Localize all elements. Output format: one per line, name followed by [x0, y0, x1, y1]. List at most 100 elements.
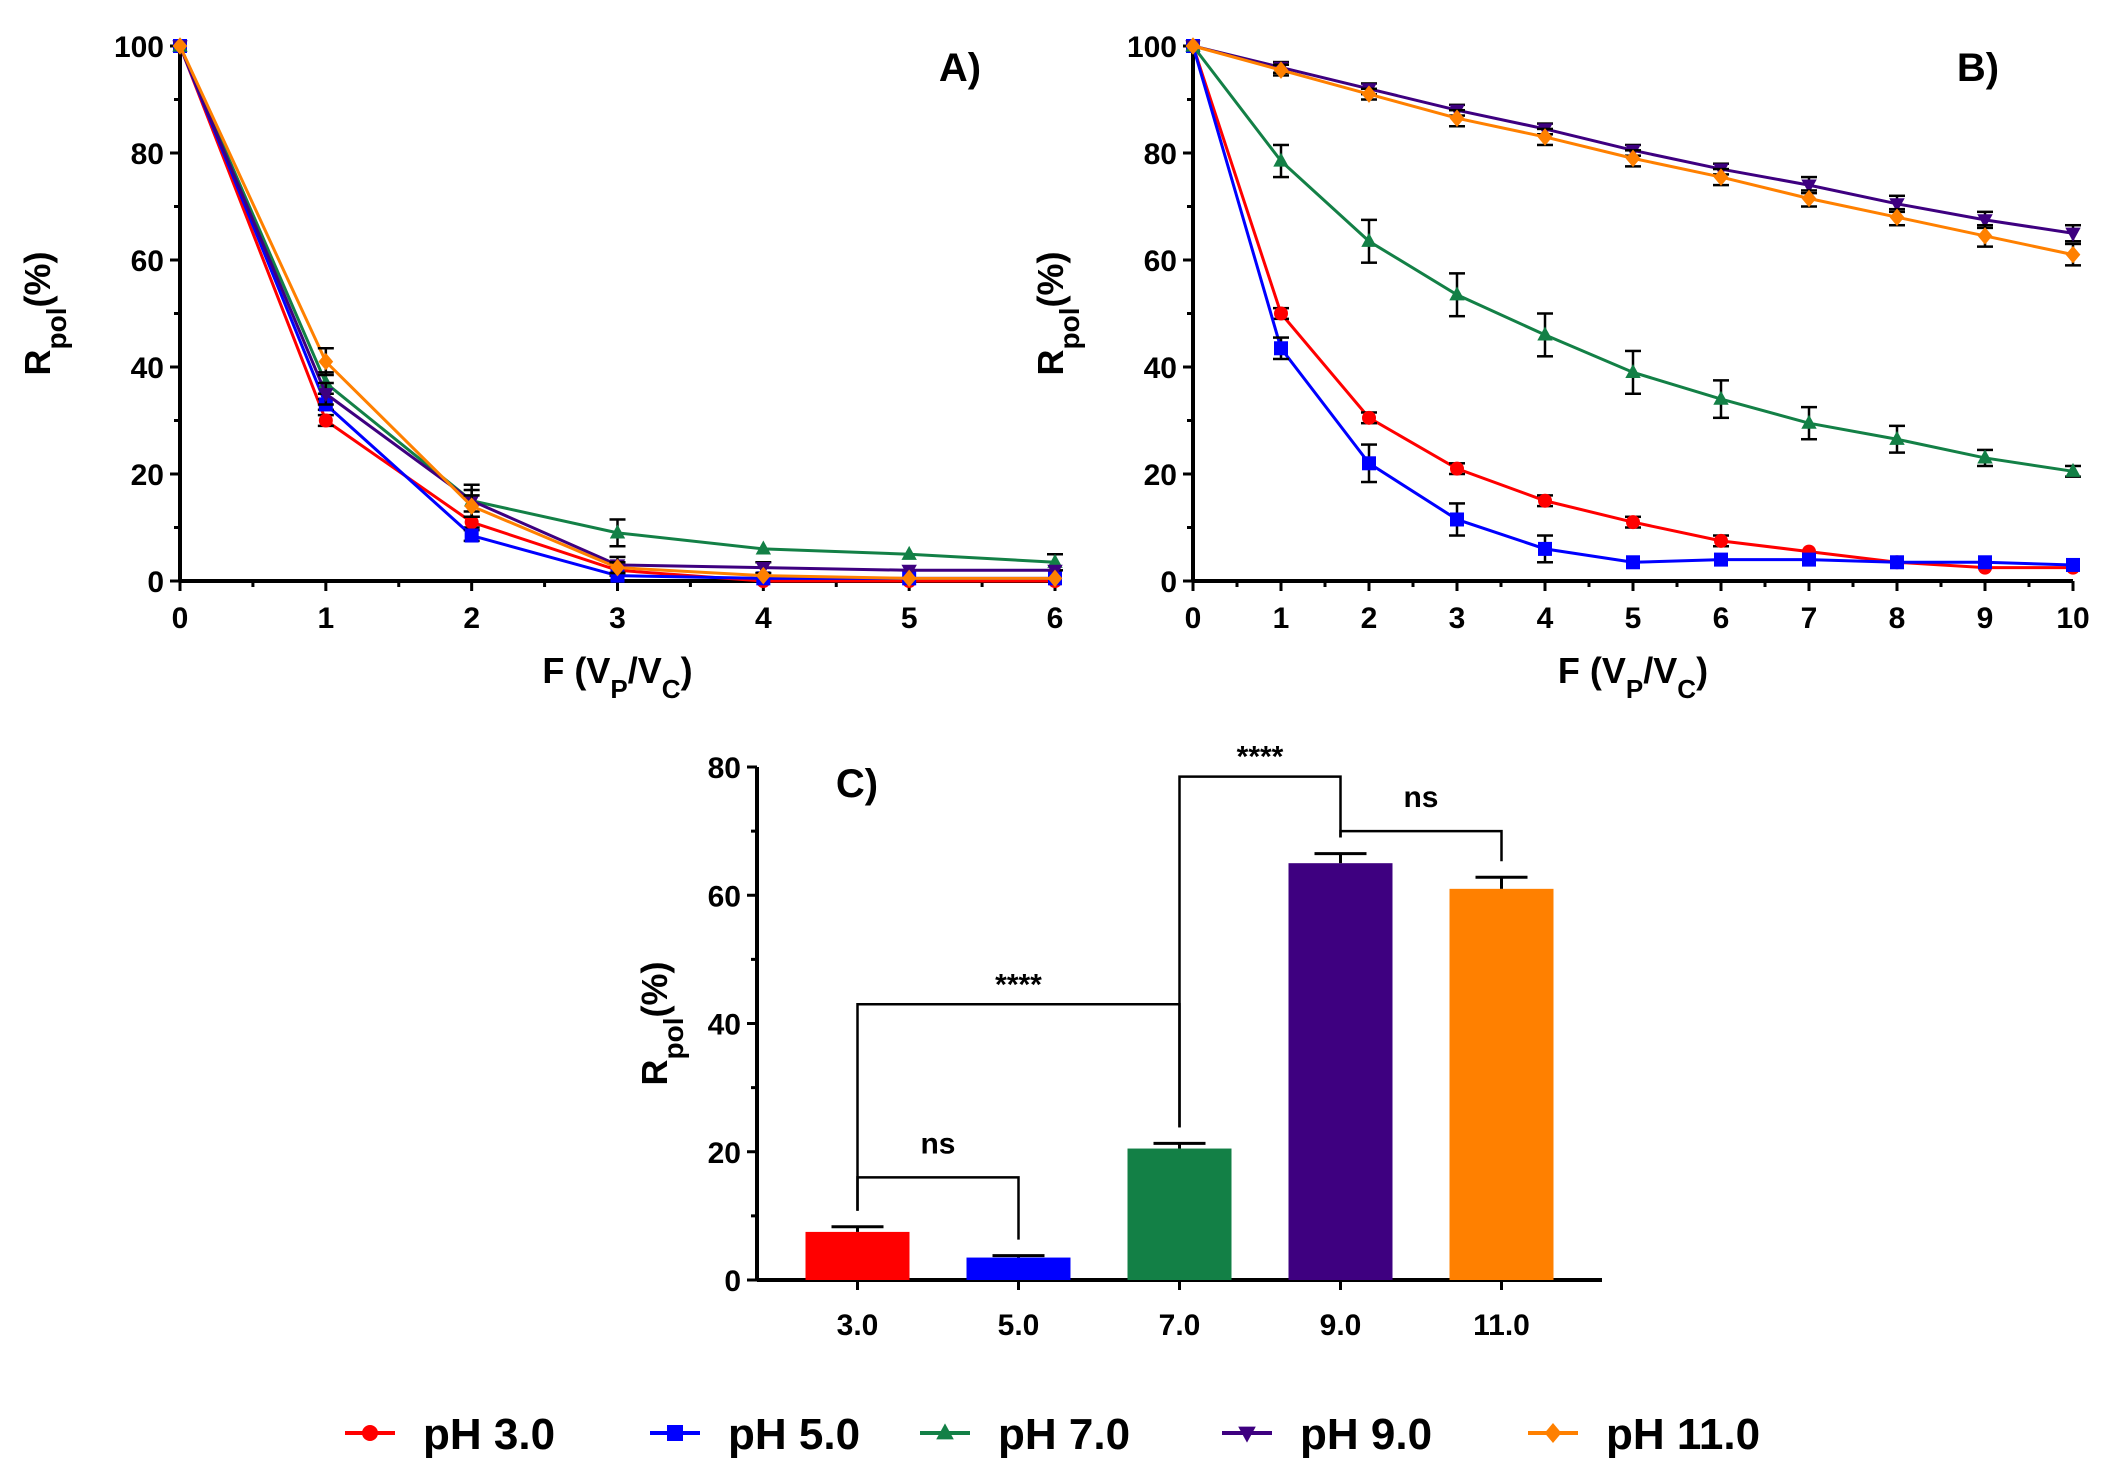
data-point	[1047, 553, 1063, 568]
y-tick-label: 80	[131, 138, 164, 171]
series-line-ph-7-0	[178, 45, 1056, 564]
significance-label: ns	[1403, 781, 1438, 814]
panel-a-chart: 0 20 40 60 80 100 0 1 2 3 4 5 6 F (VP/VC) Rpol(%) A)	[17, 31, 1063, 704]
x-tick-label: 0	[172, 602, 189, 635]
data-point	[610, 558, 625, 577]
x-tick-label: 1	[317, 602, 334, 635]
x-axis-title: F (VP/VC)	[1558, 650, 1708, 704]
data-point	[901, 545, 917, 560]
significance-bracket	[856, 1176, 1020, 1240]
data-point	[1273, 61, 1289, 79]
y-tick-label: 20	[1144, 459, 1177, 492]
panel-label: B)	[1957, 46, 1999, 90]
data-point	[1801, 414, 1817, 429]
data-point	[1889, 430, 1905, 445]
data-point	[1361, 85, 1377, 103]
y-tick-label: 40	[131, 352, 164, 385]
data-point	[1889, 208, 1905, 226]
data-point	[1626, 555, 1640, 570]
x-tick-label: 8	[1889, 602, 1906, 635]
data-point	[1274, 341, 1288, 356]
data-point	[1625, 149, 1641, 168]
x-tick-label: 9	[1977, 602, 1994, 635]
data-point	[172, 37, 188, 55]
data-point	[1362, 410, 1376, 425]
y-tick-label: 60	[708, 880, 741, 913]
legend-marker	[936, 1423, 954, 1440]
significance-label: ****	[1237, 741, 1284, 774]
y-tick-label: 20	[131, 459, 164, 492]
panel-label: C)	[836, 762, 878, 806]
y-tick-label: 0	[1160, 566, 1177, 599]
data-point	[1977, 449, 1993, 464]
data-point	[1978, 555, 1992, 570]
significance-label: ns	[920, 1127, 955, 1160]
data-point	[318, 352, 334, 371]
series-line-ph-11-0	[178, 45, 1055, 580]
series-line-ph-3-0	[178, 45, 1055, 583]
y-tick-label: 0	[147, 566, 164, 599]
series-line-ph-5-0	[1191, 45, 2074, 567]
significance-label: ****	[995, 968, 1042, 1001]
legend-label: pH 3.0	[423, 1410, 555, 1459]
bar	[1449, 888, 1554, 1280]
y-tick-label: 40	[1144, 352, 1177, 385]
x-tick-label: 4	[755, 602, 772, 635]
data-point	[1273, 152, 1289, 167]
data-point	[1713, 168, 1729, 186]
panel-label: A)	[939, 46, 981, 90]
data-point	[1449, 286, 1465, 301]
data-point	[2065, 462, 2081, 477]
x-tick-label: 6	[1047, 602, 1064, 635]
data-point	[1362, 456, 1376, 471]
data-point	[1977, 227, 1993, 245]
y-axis-title: Rpol(%)	[17, 252, 72, 376]
y-tick-label: 0	[724, 1265, 741, 1298]
y-tick-label: 60	[1144, 245, 1177, 278]
data-point	[464, 528, 479, 543]
x-tick-label: 2	[463, 602, 480, 635]
data-point	[901, 569, 917, 588]
legend-label: pH 9.0	[1300, 1410, 1432, 1459]
x-tick-label: 6	[1713, 602, 1730, 635]
y-tick-label: 100	[1127, 31, 1177, 64]
bar	[1288, 863, 1393, 1280]
y-tick-label: 80	[1144, 138, 1177, 171]
data-point	[1890, 555, 1904, 570]
data-point	[1274, 306, 1288, 321]
data-point	[1714, 533, 1728, 548]
x-tick-label: 2	[1361, 602, 1378, 635]
data-point	[1185, 37, 1201, 55]
series-line-ph-5-0	[178, 45, 1055, 580]
panel-c-chart: 0 20 40 60 80 Rpol(%) C) 3.0 5.0 7.0 9.0 11.0 ns ****…	[634, 741, 1602, 1342]
y-tick-label: 100	[114, 31, 164, 64]
x-tick-label: 3.0	[837, 1309, 879, 1342]
series-line-ph-9-0	[178, 45, 1055, 572]
series-line-ph-3-0	[1191, 45, 2073, 570]
data-point	[1047, 569, 1063, 588]
y-axis-title: Rpol(%)	[1030, 252, 1085, 376]
significance-bracket	[1339, 829, 1503, 862]
x-tick-label: 5	[901, 602, 918, 635]
x-tick-label: 5.0	[998, 1309, 1040, 1342]
x-tick-label: 10	[2056, 602, 2089, 635]
data-point	[1713, 390, 1729, 405]
y-tick-label: 80	[708, 752, 741, 785]
data-point	[755, 540, 772, 555]
data-point	[1625, 363, 1641, 378]
data-point	[1801, 189, 1817, 208]
legend-label: pH 11.0	[1606, 1410, 1760, 1459]
data-point	[1714, 552, 1728, 567]
data-point	[464, 497, 480, 515]
data-point	[1538, 493, 1552, 508]
data-point	[1450, 461, 1464, 476]
data-point	[1801, 179, 1817, 194]
legend-label: pH 7.0	[998, 1410, 1130, 1459]
significance-bracket	[1178, 775, 1342, 1128]
legend-marker	[667, 1425, 683, 1441]
data-point	[1450, 512, 1464, 527]
data-point	[609, 524, 626, 539]
data-point	[1802, 552, 1816, 567]
data-point	[755, 566, 771, 585]
